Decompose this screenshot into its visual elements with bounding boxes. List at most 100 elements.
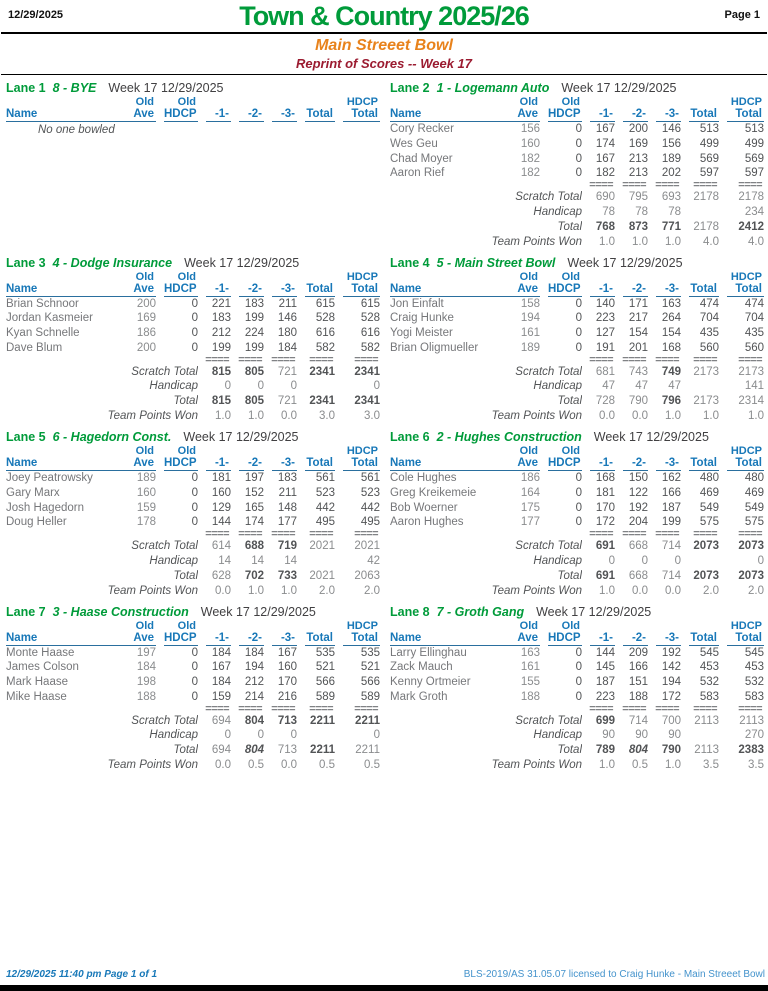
player-name: Greg Kreikemeie [390,486,477,499]
separator-row: ==== ==== ==== ==== ==== [6,356,380,365]
team-name: 6 - Hagedorn Const. [52,430,172,444]
handicap-row-value: 270 [744,729,764,742]
player-game3: 184 [277,341,297,354]
scratch-total-row-value: 2073 [693,540,719,553]
player-old-ave: 164 [520,486,540,499]
column-header-underline: -2- [623,108,648,122]
scratch-total-row-label: Scratch Total [515,714,582,727]
column-header: -3- [648,108,681,122]
column-header-underline: -1- [206,108,231,122]
player-game3: 156 [661,137,681,150]
player-game3: 166 [661,486,681,499]
report-header: 12/29/2025 Town & Country 2025/26 Page 1 [0,0,768,32]
player-hdcp-total: 480 [744,472,764,484]
player-old-hdcp: 0 [575,516,582,529]
total-row: Total 691 668 714 2073 2073 [390,569,764,584]
separator-marks: ==== [693,704,717,714]
player-game2: 214 [244,690,264,703]
column-header-top: Old [135,445,154,457]
column-header-underline: Ave [126,108,156,122]
total-row-value: 796 [661,395,681,408]
team-points-row-value: 2.0 [703,584,719,597]
player-game2: 192 [628,501,648,514]
handicap-row-label: Handicap [533,554,582,567]
week-label: Week 17 12/29/2025 [536,604,652,619]
total-row-value: 805 [244,395,264,408]
handicap-row-value: 78 [635,205,648,218]
player-name: Jon Einfalt [390,297,444,310]
player-old-ave: 188 [136,690,156,703]
player-game2: 197 [244,472,264,484]
player-game2: 150 [628,472,648,484]
team-points-row: Team Points Won 1.0 1.0 0.0 3.0 3.0 [6,409,380,424]
handicap-row-value: 0 [674,554,681,567]
player-game1: 187 [595,676,615,689]
team-points-row-value: 0.0 [215,759,231,772]
scratch-total-row-label: Scratch Total [515,191,582,204]
column-header: HDCP [156,283,198,297]
player-old-ave: 182 [520,167,540,180]
total-row-value: 2412 [738,220,764,233]
player-total: 480 [699,472,719,484]
column-header-top [582,445,615,457]
lane-block-8: Lane 8 7 - Groth Gang Week 17 12/29/2025 Ol… [384,603,768,778]
separator-marks: ==== [309,704,333,714]
handicap-row-value [681,728,719,743]
player-hdcp-total: 616 [360,327,380,340]
total-row: Total 768 873 771 2178 2412 [390,220,764,235]
player-row: Josh Hagedorn 159 0 129 165 148 442 442 [6,501,380,516]
scratch-total-row-value: 2073 [738,540,764,553]
team-points-row-value: 0.0 [215,584,231,597]
total-row: Total 789 804 790 2113 2383 [390,743,764,758]
separator-marks: ==== [589,355,613,365]
player-row: Kyan Schnelle 186 0 212 224 180 616 616 [6,326,380,341]
column-header-underline: Name [390,108,510,122]
team-points-row-value: 1.0 [248,410,264,423]
column-header-top: Old [519,445,538,457]
player-name: Gary Marx [6,486,60,499]
column-header-underline: HDCP [164,108,198,122]
column-header-top: Old [561,619,580,632]
player-game2: 154 [628,327,648,340]
column-header: Total [297,283,335,297]
column-header-top: HDCP [346,619,378,632]
team-points-row-value: 0.0 [599,410,615,423]
total-row-value: 771 [661,220,681,233]
player-old-ave: 198 [136,676,156,689]
column-header-underline: -3- [272,108,297,122]
column-header-underline: -3- [656,457,681,471]
column-header: HDCP [540,457,582,471]
lane-header: Lane 3 4 - Dodge Insurance Week 17 12/29/2… [6,256,380,271]
player-old-hdcp: 0 [575,123,582,135]
team-name: 3 - Haase Construction [52,604,189,619]
player-game1: 127 [595,327,615,340]
player-name: Aaron Hughes [390,516,464,529]
player-game1: 170 [595,501,615,514]
player-game2: 122 [628,486,648,499]
player-game3: 202 [661,167,681,180]
lane-table: Old Old HDCP Name Ave HDCP -1- -2- -3- Total Total… [6,96,380,138]
player-game3: 154 [661,327,681,340]
column-header-top [582,620,615,632]
column-header-top: Old [519,619,538,632]
player-old-ave: 169 [136,312,156,325]
column-header-top [231,271,264,283]
team-points-row-value: 0.0 [665,584,681,597]
player-game2: 188 [628,690,648,703]
column-header-top [6,445,126,457]
total-row: Total 694 804 713 2211 2211 [6,743,380,758]
scratch-total-row-value: 743 [628,365,648,378]
player-old-ave: 182 [520,152,540,165]
lane-table: Old Old HDCP Name Ave HDCP -1- -2- -3- Total Total… [390,620,764,773]
player-game1: 145 [595,661,615,674]
handicap-row-value: 0 [641,554,648,567]
separator-marks: ==== [271,355,295,365]
page-number: Page 1 [724,9,760,21]
scratch-total-row: Scratch Total 681 743 749 2173 2173 [390,365,764,380]
player-game3: 177 [277,516,297,529]
team-points-row-label: Team Points Won [107,410,198,423]
separator-marks: ==== [589,181,613,191]
lane-block-5: Lane 5 6 - Hagedorn Const. Week 17 12/29/2… [0,428,384,603]
player-name: Dave Blum [6,341,63,354]
team-points-row-value: 3.5 [748,759,764,772]
